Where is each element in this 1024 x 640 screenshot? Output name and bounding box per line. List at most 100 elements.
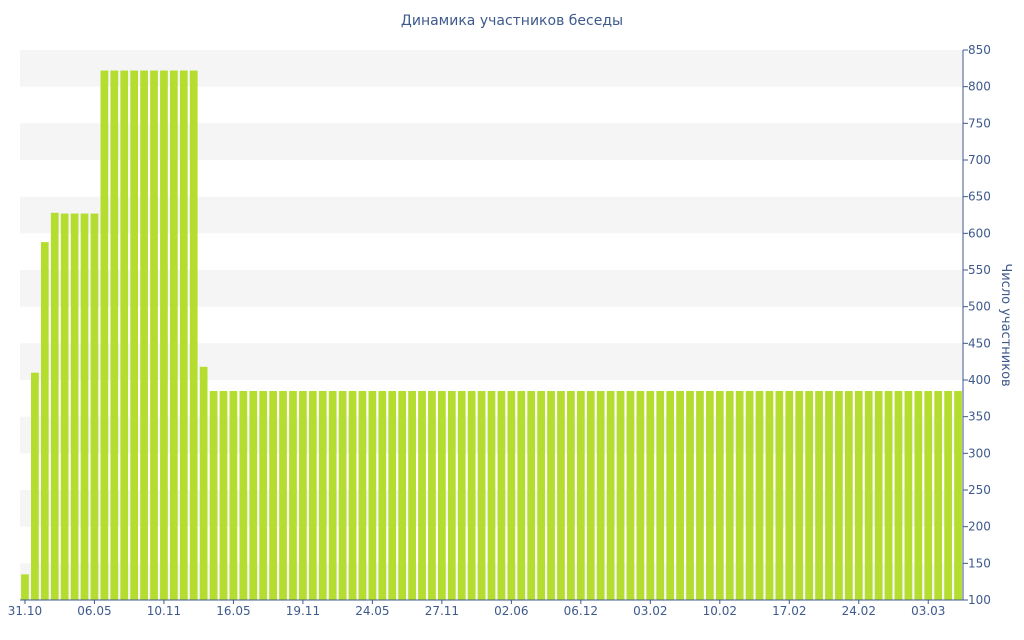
bar	[904, 391, 913, 600]
bar	[576, 391, 585, 600]
bar	[755, 391, 764, 600]
bar	[437, 391, 446, 600]
bar	[606, 391, 615, 600]
bar	[160, 70, 168, 601]
bar	[199, 366, 208, 600]
bar	[318, 391, 327, 600]
y-tick-label: 800	[968, 80, 991, 94]
bar	[954, 391, 962, 600]
bar	[90, 213, 99, 601]
y-tick-label: 400	[968, 373, 991, 387]
bar	[100, 70, 109, 601]
y-tick-label: 500	[968, 300, 991, 314]
x-tick-label: 31.10	[8, 604, 42, 618]
bar	[874, 391, 883, 600]
y-tick-label: 100	[968, 593, 991, 607]
bar	[428, 391, 436, 600]
bar	[795, 391, 804, 600]
bar	[269, 391, 277, 600]
bar	[21, 574, 29, 600]
y-tick-labels: 100 150 200 250 300 350 400 450 500 550 600 650 700 7…	[968, 43, 991, 607]
bar	[894, 391, 903, 600]
bar	[844, 391, 853, 600]
y-tick-label: 750	[968, 116, 991, 130]
bar	[785, 391, 794, 600]
bar	[487, 391, 496, 600]
bar	[884, 391, 893, 600]
bar	[567, 391, 575, 600]
bar	[289, 391, 297, 600]
bar	[358, 391, 367, 600]
bar	[835, 391, 843, 600]
bar	[825, 391, 833, 600]
y-tick-label: 700	[968, 153, 991, 167]
y-tick-label: 650	[968, 190, 991, 204]
chart-title: Динамика участников беседы	[400, 13, 624, 29]
bar	[497, 391, 506, 600]
bar	[259, 391, 268, 600]
bar	[418, 391, 426, 600]
bar	[914, 391, 923, 600]
bar	[169, 70, 178, 601]
bar	[457, 391, 466, 600]
bar	[696, 391, 704, 600]
bar	[765, 391, 774, 600]
bar	[735, 391, 744, 600]
bar	[596, 391, 605, 600]
bar	[110, 70, 119, 601]
bar	[706, 391, 714, 600]
y-tick-label: 250	[968, 483, 991, 497]
bar	[50, 212, 59, 601]
bar	[517, 391, 526, 600]
bar	[636, 391, 645, 600]
bar	[557, 391, 565, 600]
bar	[80, 213, 89, 601]
bar	[725, 391, 734, 600]
y-tick-label: 150	[968, 556, 991, 570]
bar	[924, 391, 933, 600]
y-tick-label: 550	[968, 263, 991, 277]
x-tick-label: 24.05	[355, 604, 389, 618]
bar	[299, 391, 307, 600]
bar	[537, 391, 546, 600]
x-tick-label: 16.05	[216, 604, 250, 618]
bar	[31, 372, 39, 600]
bar	[279, 391, 287, 600]
bar	[189, 70, 198, 601]
bar	[626, 391, 635, 600]
x-tick-label: 06.05	[77, 604, 111, 618]
x-tick-label: 24.02	[842, 604, 876, 618]
bar	[527, 391, 536, 600]
bar	[775, 391, 784, 600]
bar	[368, 391, 377, 600]
x-tick-label: 03.02	[633, 604, 667, 618]
bar	[338, 391, 347, 600]
bar	[40, 242, 49, 600]
bar	[209, 391, 218, 600]
x-tick-label: 02.06	[494, 604, 528, 618]
y-tick-label: 450	[968, 336, 991, 350]
bar	[805, 391, 814, 600]
x-tick-label: 03.03	[911, 604, 945, 618]
bar	[656, 391, 665, 600]
x-tick-label: 06.12	[564, 604, 598, 618]
bar	[934, 391, 943, 600]
x-tick-label: 17.02	[772, 604, 806, 618]
bar	[547, 391, 555, 600]
y-tick-label: 300	[968, 446, 991, 460]
y-tick-label: 350	[968, 410, 991, 424]
y-tick-label: 200	[968, 520, 991, 534]
y-axis-title: Число участников	[998, 263, 1013, 386]
bar	[944, 391, 952, 600]
bar	[686, 391, 694, 600]
bar	[249, 391, 258, 600]
bar	[477, 391, 486, 600]
y-tick-label: 600	[968, 226, 991, 240]
axes	[20, 49, 968, 604]
bar	[666, 391, 675, 600]
bar	[140, 70, 148, 601]
bar	[854, 391, 863, 600]
bar	[378, 391, 387, 600]
